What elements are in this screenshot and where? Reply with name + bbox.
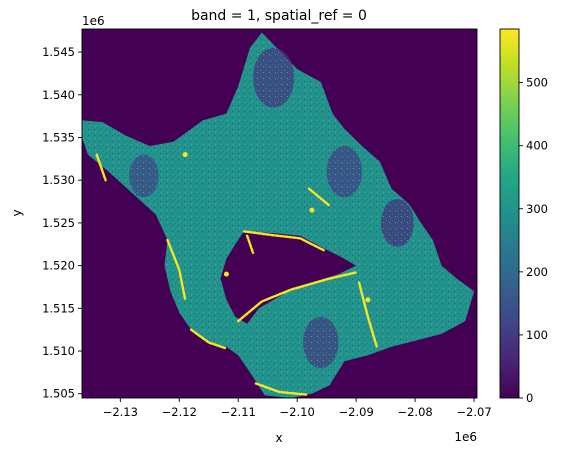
high-value-edge-3 (166, 238, 187, 301)
colorbar-tick-label-5: 500 (526, 76, 548, 90)
chart-title: band = 1, spatial_ref = 0 (191, 8, 367, 24)
y-tick-label-4: 1.525 (42, 216, 75, 230)
y-tick-label-6: 1.535 (42, 130, 75, 144)
y-tick-label-0: 1.505 (42, 387, 75, 401)
high-value-spot-0 (182, 152, 188, 158)
y-tick-label-2: 1.515 (42, 301, 75, 315)
x-tick-label-4: −2.09 (339, 405, 374, 419)
x-tick-label-3: −2.10 (280, 405, 315, 419)
colorbar-gradient (499, 28, 520, 399)
high-value-spot-3 (223, 271, 229, 277)
x-tick-label-5: −2.08 (397, 405, 432, 419)
x-axis-label: x (275, 431, 282, 445)
x-offset-label: 1e6 (454, 430, 477, 444)
colorbar-tick-label-0: 0 (526, 391, 533, 405)
y-axis-label: y (10, 209, 24, 216)
high-value-edge-2 (189, 328, 228, 350)
raster-layer (82, 32, 475, 398)
high-value-edge-8 (245, 234, 255, 254)
y-tick-label-7: 1.540 (42, 88, 75, 102)
high-value-edge-7 (307, 187, 331, 207)
x-tick-label-1: −2.12 (162, 405, 197, 419)
raster-texture (82, 32, 475, 398)
high-value-spot-2 (365, 297, 371, 303)
high-value-edge-4 (357, 281, 378, 348)
x-tick-label-2: −2.11 (221, 405, 256, 419)
colorbar-tick-label-4: 400 (526, 139, 548, 153)
plot-frame (81, 28, 478, 399)
y-tick-label-3: 1.520 (42, 259, 75, 273)
y-tick-label-1: 1.510 (42, 344, 75, 358)
colorbar-tick-label-2: 200 (526, 265, 548, 279)
x-tick-label-0: −2.13 (103, 405, 138, 419)
plot-area (81, 28, 478, 399)
high-value-edge-5 (254, 382, 308, 396)
x-tick-label-6: −2.07 (456, 405, 491, 419)
y-tick-label-8: 1.545 (42, 45, 75, 59)
high-value-spot-1 (309, 207, 315, 213)
y-offset-label: 1e6 (82, 14, 105, 28)
colorbar-axis: 0 100 200 300 400 500 (519, 76, 548, 405)
colorbar: 0 100 200 300 400 500 (499, 28, 548, 405)
y-axis: 1.505 1.510 1.515 1.520 1.525 1.530 1.535 1.540… (42, 45, 82, 401)
high-value-edge-0 (237, 271, 358, 323)
colorbar-tick-label-1: 100 (526, 328, 548, 342)
y-tick-label-5: 1.530 (42, 173, 75, 187)
x-axis: −2.13 −2.12 −2.11 −2.10 −2.09 −2.08 −2.07 (103, 398, 492, 419)
high-value-edge-1 (242, 230, 325, 252)
high-value-edge-6 (95, 153, 107, 182)
colorbar-tick-label-3: 300 (526, 202, 548, 216)
